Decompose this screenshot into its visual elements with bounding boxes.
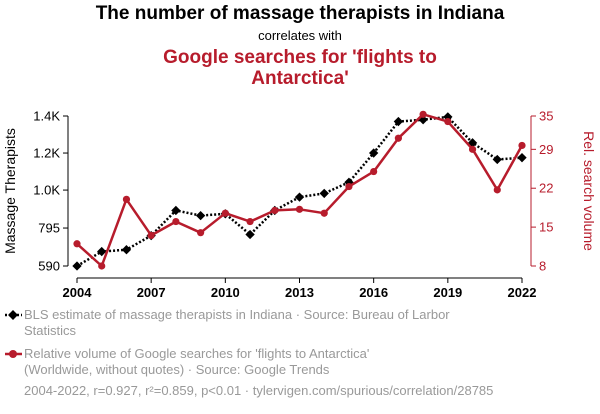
- x-tick-label: 2010: [211, 285, 240, 300]
- data-point-therapists: [368, 148, 379, 158]
- data-point-searches: [221, 209, 229, 217]
- data-point-searches: [122, 195, 131, 203]
- data-point-searches: [320, 209, 328, 217]
- data-point-searches: [172, 217, 180, 226]
- footer-stats: 2004-2022, r=0.927, r²=0.859, p<0.01 · t…: [24, 383, 494, 398]
- right-tick-label: 15: [539, 220, 553, 235]
- x-tick-label: 2016: [359, 285, 388, 300]
- data-point-searches: [197, 229, 205, 237]
- right-axis-label: Rel. search volume: [581, 131, 597, 251]
- x-tick-label: 2022: [508, 285, 537, 300]
- data-point-searches: [444, 117, 452, 126]
- left-axis-label: Massage Therapists: [2, 128, 18, 254]
- right-tick-label: 22: [539, 181, 553, 196]
- data-point-therapists: [294, 192, 305, 202]
- data-point-searches: [271, 206, 279, 215]
- data-point-searches: [73, 240, 81, 248]
- right-tick-label: 29: [539, 142, 553, 157]
- data-point-searches: [518, 141, 526, 150]
- data-point-therapists: [492, 154, 502, 165]
- data-point-searches: [493, 186, 501, 194]
- series-area: [72, 110, 527, 271]
- right-tick-label: 8: [539, 259, 546, 274]
- left-tick-label: 1.2K: [33, 146, 60, 161]
- left-tick-label: 590: [38, 259, 60, 274]
- legend-swatch-searches: [5, 350, 22, 358]
- series-line-searches: [76, 113, 524, 268]
- legend-swatch-therapists: [5, 310, 22, 320]
- chart-title: The number of massage therapists in Indi…: [95, 3, 505, 24]
- data-point-searches: [147, 231, 155, 240]
- data-point-therapists: [97, 246, 107, 257]
- data-point-searches: [345, 182, 353, 191]
- data-point-therapists: [319, 188, 329, 199]
- data-point-searches: [370, 167, 378, 176]
- x-tick-label: 2013: [285, 285, 314, 300]
- data-point-searches: [394, 134, 402, 142]
- data-point-therapists: [245, 229, 255, 240]
- left-tick-label: 795: [38, 221, 60, 236]
- data-point-therapists: [195, 210, 206, 221]
- legend-therapists-line1: BLS estimate of massage therapists in In…: [24, 307, 450, 322]
- data-point-searches: [295, 205, 304, 213]
- left-tick-label: 1.0K: [33, 183, 60, 198]
- left-tick-label: 1.4K: [33, 109, 60, 124]
- x-tick-label: 2019: [433, 285, 462, 300]
- data-point-therapists: [121, 245, 132, 255]
- data-point-therapists: [171, 205, 181, 216]
- right-tick-label: 35: [539, 109, 553, 124]
- legend-searches-line1: Relative volume of Google searches for '…: [24, 346, 370, 361]
- data-point-searches: [419, 110, 427, 118]
- data-point-searches: [246, 217, 254, 226]
- legend-therapists-line2: Statistics: [24, 323, 77, 338]
- x-tick-label: 2007: [137, 285, 166, 300]
- chart-subtitle: correlates with: [258, 28, 342, 43]
- x-tick-label: 2004: [63, 285, 93, 300]
- data-point-therapists: [393, 116, 404, 127]
- series-line-therapists: [76, 115, 523, 268]
- chart-secondary-title: Google searches for 'flights to Antarcti…: [163, 47, 437, 89]
- legend-searches-line2: (Worldwide, without quotes) · Source: Go…: [24, 362, 330, 377]
- data-point-therapists: [517, 152, 527, 163]
- axes: 2004 2007 2010 2013 2016 2019 2022 590 795 1.0K 1.…: [2, 109, 597, 301]
- data-point-searches: [468, 145, 477, 153]
- data-point-searches: [98, 262, 106, 270]
